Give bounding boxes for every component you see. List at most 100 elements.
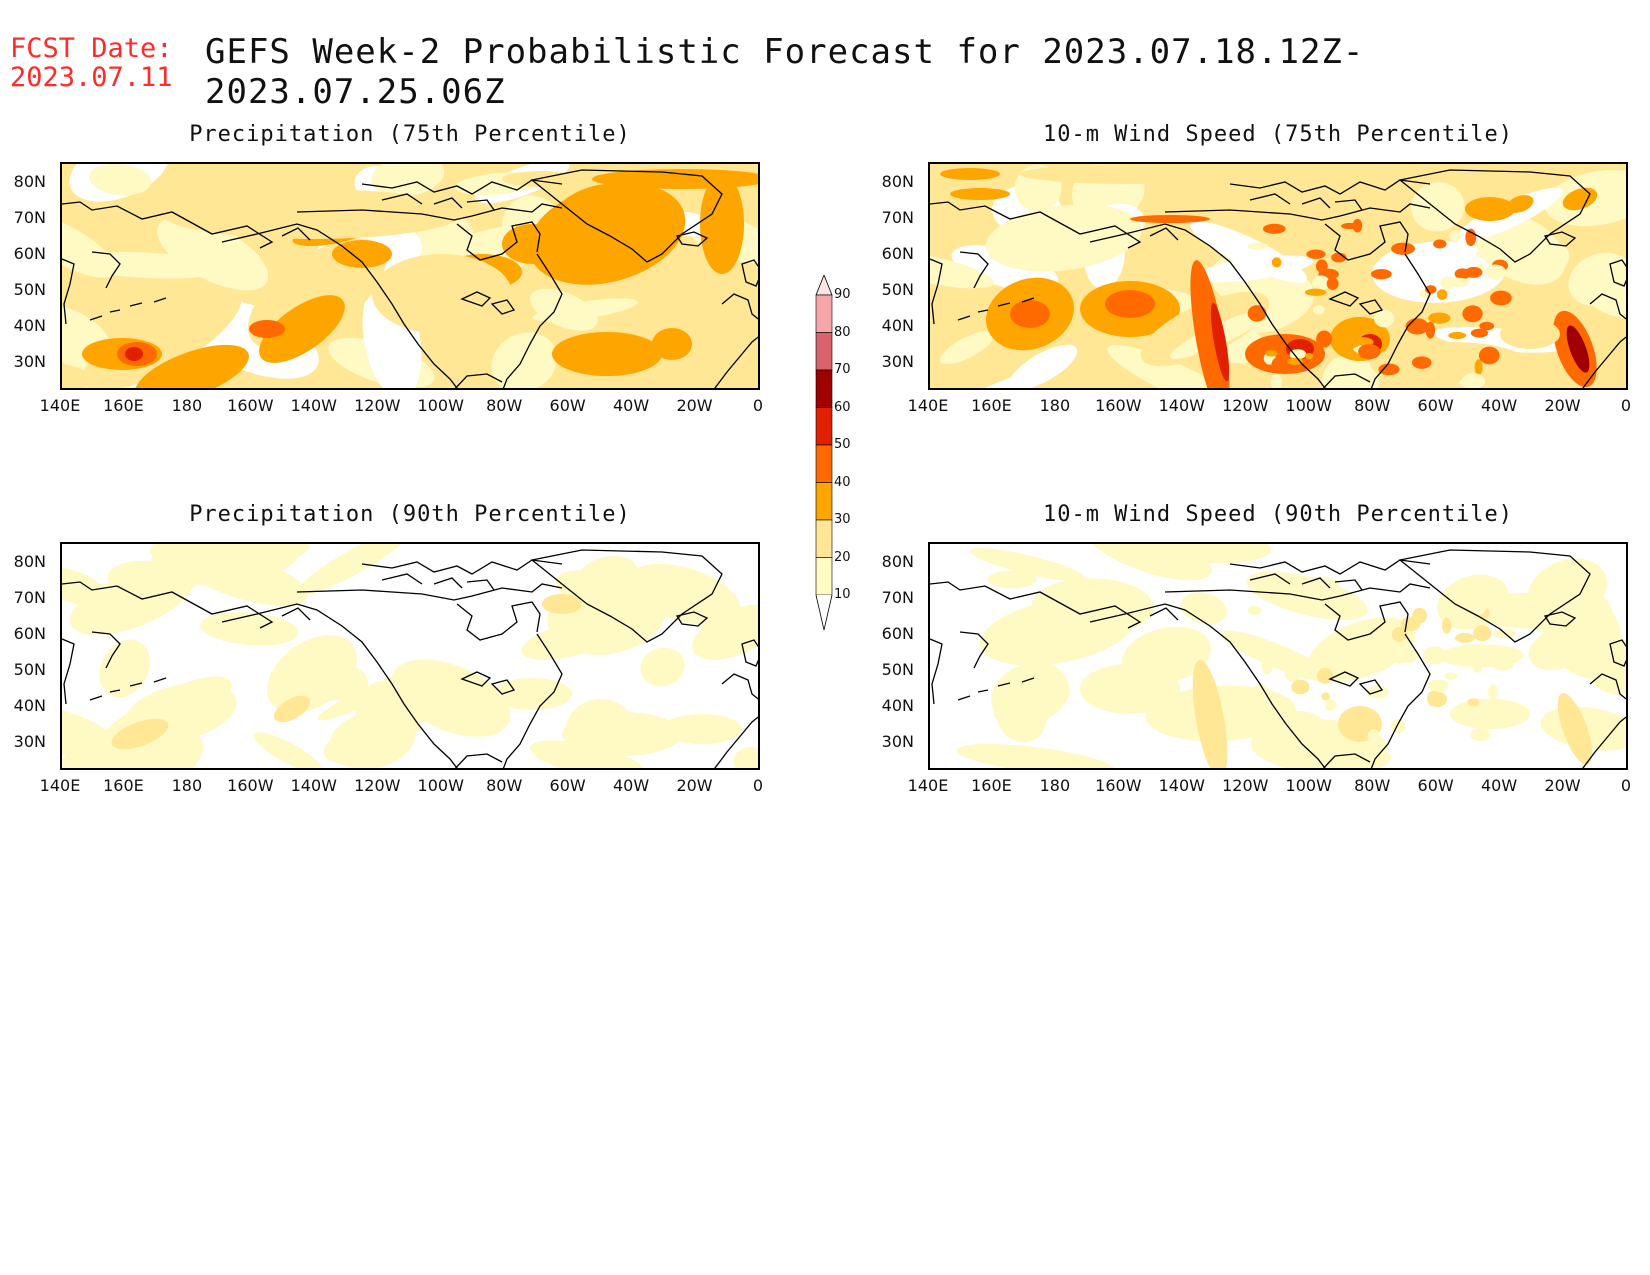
probability-contour bbox=[956, 744, 1115, 768]
coastline bbox=[1249, 193, 1363, 211]
panel-title: Precipitation (90th Percentile) bbox=[189, 502, 631, 527]
probability-contour bbox=[249, 320, 285, 338]
latitude-tick-label: 80N bbox=[881, 552, 914, 571]
forecast-date-block: FCST Date: 2023.07.11 bbox=[10, 34, 173, 92]
longitude-tick-label: 40W bbox=[612, 396, 650, 415]
probability-contour bbox=[1020, 164, 1240, 184]
wind-speckle bbox=[1492, 659, 1514, 671]
latitude-tick-label: 50N bbox=[881, 660, 914, 679]
latitude-tick-label: 60N bbox=[13, 244, 46, 263]
colorbar-tick-label: 40 bbox=[834, 474, 851, 490]
probability-contour bbox=[1130, 215, 1210, 223]
wind-speckle bbox=[1347, 332, 1357, 351]
coastline bbox=[959, 251, 989, 289]
probability-contour bbox=[529, 288, 598, 331]
wind-speckle bbox=[1467, 598, 1487, 616]
longitude-tick-label: 60W bbox=[549, 776, 586, 795]
wind-speckle bbox=[1247, 242, 1269, 250]
coastline bbox=[714, 336, 758, 388]
wind-speckle bbox=[1324, 699, 1336, 712]
probability-contour bbox=[1105, 290, 1155, 318]
probability-contour bbox=[297, 544, 410, 595]
longitude-tick-label: 20W bbox=[676, 396, 713, 415]
wind-speckle bbox=[1444, 672, 1458, 680]
probability-contour bbox=[1450, 699, 1530, 729]
longitude-tick-label: 160E bbox=[971, 776, 1012, 795]
coastline bbox=[361, 559, 563, 575]
coastline bbox=[502, 633, 563, 768]
colorbar-segment bbox=[815, 332, 833, 371]
coastline bbox=[930, 638, 943, 705]
wind-speckle bbox=[1405, 318, 1429, 335]
coastline bbox=[361, 179, 563, 195]
latitude-tick-label: 30N bbox=[881, 732, 914, 751]
wind-speckle bbox=[1490, 290, 1512, 306]
longitude-tick-label: 100W bbox=[1285, 396, 1332, 415]
longitude-tick-label: 180 bbox=[171, 776, 203, 795]
probability-contour bbox=[640, 647, 685, 687]
probability-contour bbox=[1190, 260, 1230, 388]
coastline bbox=[1324, 221, 1409, 261]
coastline bbox=[1249, 573, 1363, 591]
probability-contour bbox=[1500, 319, 1560, 349]
coastline bbox=[454, 373, 503, 388]
probability-contour bbox=[1411, 182, 1465, 232]
longitude-tick-label: 140W bbox=[1158, 776, 1205, 795]
colorbar-segment bbox=[815, 369, 833, 408]
probability-contour bbox=[950, 188, 1010, 200]
colorbar-tick-label: 10 bbox=[834, 587, 851, 602]
latitude-tick-label: 40N bbox=[13, 696, 46, 715]
probability-contour bbox=[267, 635, 357, 713]
coastline bbox=[460, 671, 516, 695]
wind-speckle bbox=[1427, 679, 1449, 693]
probability-contour bbox=[371, 164, 445, 197]
wind-speckle bbox=[1472, 655, 1483, 673]
probability-contour bbox=[991, 662, 1069, 726]
latitude-tick-label: 30N bbox=[881, 352, 914, 371]
wind-speckle bbox=[1470, 328, 1489, 338]
coastline bbox=[62, 258, 75, 325]
colorbar-bottom-arrow bbox=[815, 594, 833, 631]
probability-contour bbox=[273, 695, 311, 723]
coastline bbox=[1589, 293, 1626, 320]
coastline bbox=[1609, 639, 1626, 667]
coastline bbox=[62, 638, 75, 705]
latitude-tick-label: 40N bbox=[13, 316, 46, 335]
wind-speckle bbox=[1292, 655, 1305, 662]
longitude-tick-label: 60W bbox=[1417, 396, 1454, 415]
wind-speckle bbox=[1316, 667, 1334, 684]
wind-speckle bbox=[1247, 305, 1267, 322]
coastline bbox=[456, 221, 541, 261]
coastline bbox=[281, 227, 311, 241]
coastline bbox=[957, 677, 1035, 701]
probability-contour bbox=[552, 332, 662, 376]
coastline bbox=[959, 631, 989, 669]
wind-speckle bbox=[1306, 249, 1326, 259]
probability-contour bbox=[970, 548, 1085, 582]
wind-speckle bbox=[1390, 719, 1406, 733]
coastline bbox=[721, 293, 758, 320]
longitude-tick-label: 180 bbox=[171, 396, 203, 415]
probability-contour bbox=[1086, 544, 1212, 581]
map-canvas bbox=[62, 544, 758, 768]
probability-contour bbox=[62, 728, 204, 768]
coastline bbox=[1149, 227, 1179, 241]
probability-contour bbox=[1465, 197, 1515, 221]
coastline bbox=[1589, 673, 1626, 700]
wind-speckle bbox=[1253, 683, 1269, 699]
longitude-tick-label: 160E bbox=[971, 396, 1012, 415]
coastline bbox=[530, 169, 723, 263]
coastline bbox=[675, 611, 709, 627]
longitude-tick-label: 140E bbox=[907, 396, 949, 415]
probability-contour bbox=[1190, 221, 1308, 283]
wind-speckle bbox=[1473, 625, 1492, 642]
coastline bbox=[1229, 559, 1431, 575]
colorbar-tick-label: 90 bbox=[834, 287, 851, 302]
wind-speckle bbox=[1491, 608, 1507, 621]
coastline bbox=[1328, 291, 1384, 315]
longitude-tick-label: 60W bbox=[1417, 776, 1454, 795]
map-canvas bbox=[62, 164, 758, 388]
longitude-tick-label: 40W bbox=[1480, 776, 1518, 795]
wind-speckle bbox=[1271, 357, 1282, 374]
latitude-tick-label: 50N bbox=[13, 660, 46, 679]
